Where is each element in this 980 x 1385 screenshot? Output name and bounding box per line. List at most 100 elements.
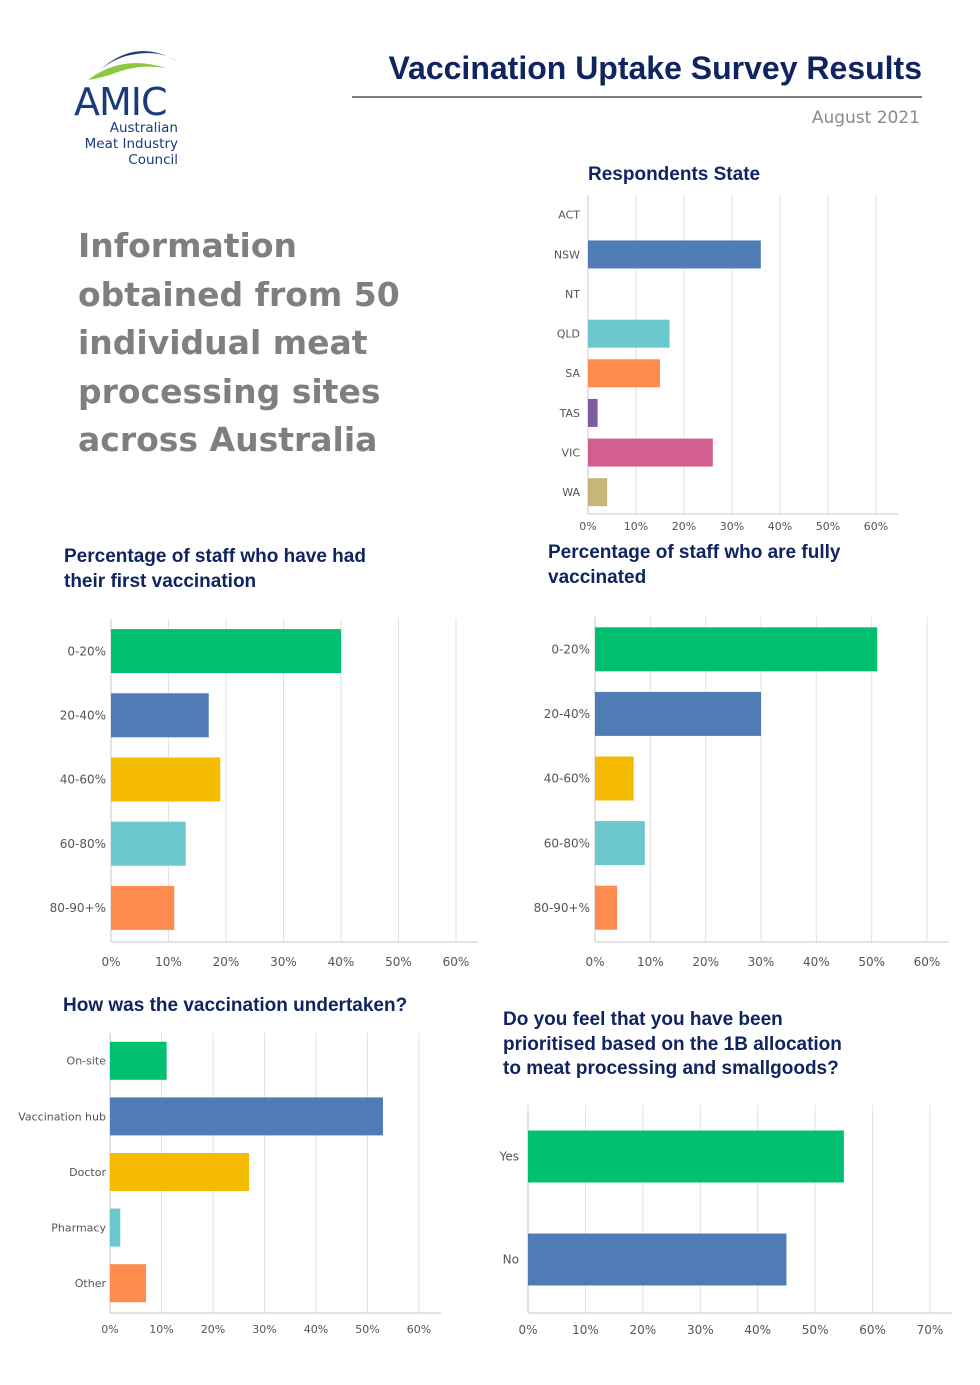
fully-vaccinated-category-label: 80-90+% [534, 901, 590, 915]
vaccination-method-bar [110, 1041, 167, 1080]
respondents-category-label: NSW [554, 248, 580, 261]
fully-vaccinated-chart-title: Percentage of staff who are fully vaccin… [548, 541, 840, 590]
respondents-bar [588, 319, 670, 348]
title-divider [352, 96, 922, 98]
fully-vaccinated-x-tick-label: 60% [914, 955, 941, 969]
first-vaccination-x-tick-label: 50% [385, 955, 412, 969]
respondents-category-label: WA [562, 486, 580, 499]
prioritised-title-line-3: to meat processing and smallgoods? [503, 1058, 839, 1079]
fully-vaccinated-x-tick-label: 10% [637, 955, 664, 969]
fully-vaccinated-category-label: 20-40% [544, 707, 590, 721]
vaccination-method-bar [110, 1097, 383, 1136]
logo-line-2: Meat Industry [84, 136, 178, 152]
first-vaccination-category-label: 40-60% [60, 773, 106, 787]
vaccination-method-bar [110, 1208, 121, 1247]
fully-vaccinated-x-tick-label: 50% [858, 955, 885, 969]
report-date: August 2021 [811, 108, 920, 128]
prioritised-title-line-1: Do you feel that you have been [503, 1009, 783, 1030]
fully-vaccinated-x-tick-label: 0% [585, 955, 604, 969]
first-vaccination-bar [111, 629, 341, 674]
fully-vaccinated-bar [595, 885, 618, 930]
respondents-x-tick-label: 20% [672, 520, 696, 533]
fully-vaccinated-bar [595, 756, 634, 801]
fully-vaccinated-x-tick-label: 40% [803, 955, 830, 969]
vaccination-method-x-tick-label: 30% [252, 1323, 276, 1336]
first-vaccination-x-tick-label: 40% [328, 955, 355, 969]
first-vaccination-x-tick-label: 30% [270, 955, 297, 969]
fully-vaccinated-x-tick-label: 30% [748, 955, 775, 969]
first-vaccination-bar [111, 885, 175, 930]
fully-vaccinated-x-tick-label: 20% [692, 955, 719, 969]
prioritised-category-label: Yes [499, 1150, 519, 1164]
respondents-category-label: NT [565, 288, 580, 301]
vaccination-method-bar [110, 1264, 147, 1303]
first-vaccination-bar [111, 693, 209, 738]
prioritised-x-tick-label: 50% [802, 1323, 829, 1337]
respondents-category-label: ACT [558, 209, 580, 222]
respondents-bar [588, 478, 608, 507]
respondents-bar [588, 240, 761, 269]
prioritised-x-tick-label: 40% [744, 1323, 771, 1337]
intro-line-4: processing sites [78, 371, 381, 411]
logo-wordmark: AMIC [74, 80, 168, 124]
respondents-bar [588, 359, 660, 388]
vaccination-method-x-tick-label: 0% [101, 1323, 118, 1336]
fully-vaccinated-category-label: 0-20% [551, 643, 590, 657]
prioritised-x-tick-label: 10% [572, 1323, 599, 1337]
first-vaccination-title-line-2: their first vaccination [64, 570, 257, 592]
vaccination-method-bar [110, 1153, 250, 1191]
respondents-bar [588, 398, 598, 427]
vaccination-method-category-label: Doctor [69, 1166, 106, 1179]
logo-line-3: Council [128, 152, 178, 168]
intro-text: Information obtained from 50 individual … [78, 222, 498, 465]
first-vaccination-chart-title: Percentage of staff who have had their f… [64, 545, 366, 594]
first-vaccination-x-tick-label: 0% [101, 955, 120, 969]
respondents-category-label: TAS [559, 407, 580, 420]
first-vaccination-category-label: 80-90+% [50, 901, 106, 915]
first-vaccination-category-label: 0-20% [67, 644, 106, 658]
vaccination-method-chart-title: How was the vaccination undertaken? [63, 994, 407, 1019]
respondents-chart-title: Respondents State [588, 163, 760, 188]
respondents-bar [588, 438, 713, 467]
respondents-title-text: Respondents State [588, 164, 761, 185]
vaccination-method-x-tick-label: 50% [355, 1323, 379, 1336]
prioritised-title-line-2: prioritised based on the 1B allocation [503, 1033, 842, 1055]
vaccination-method-category-label: On-site [67, 1055, 107, 1068]
respondents-x-tick-label: 10% [624, 520, 648, 533]
fully-vaccinated-bar [595, 691, 761, 736]
amic-logo: AMIC Australian Meat Industry Council [62, 34, 192, 174]
prioritised-x-tick-label: 60% [859, 1323, 886, 1337]
intro-line-3: individual meat [78, 323, 368, 362]
prioritised-chart-title: Do you feel that you have been prioritis… [503, 1008, 842, 1082]
vaccination-method-category-label: Vaccination hub [18, 1110, 106, 1123]
fully-vaccinated-title-line-2: vaccinated [548, 566, 647, 588]
page-title: Vaccination Uptake Survey Results [388, 50, 922, 86]
vaccination-method-x-tick-label: 40% [304, 1323, 328, 1336]
prioritised-x-tick-label: 20% [630, 1323, 657, 1337]
respondents-x-tick-label: 30% [720, 520, 744, 533]
respondents-category-label: QLD [557, 328, 580, 341]
prioritised-x-tick-label: 70% [917, 1323, 944, 1337]
fully-vaccinated-category-label: 40-60% [544, 772, 590, 786]
intro-line-5: across Australia [78, 420, 378, 459]
first-vaccination-category-label: 60-80% [60, 837, 106, 851]
prioritised-x-tick-label: 0% [518, 1323, 537, 1337]
vaccination-method-x-tick-label: 20% [201, 1323, 225, 1336]
first-vaccination-bar [111, 757, 221, 802]
vaccination-method-x-tick-label: 60% [407, 1323, 431, 1336]
prioritised-x-tick-label: 30% [687, 1323, 714, 1337]
first-vaccination-x-tick-label: 60% [443, 955, 470, 969]
logo-line-1: Australian [109, 120, 178, 136]
intro-line-2: obtained from 50 [78, 274, 400, 314]
respondents-category-label: VIC [562, 446, 581, 459]
first-vaccination-bar [111, 821, 186, 866]
vaccination-method-x-tick-label: 10% [149, 1323, 173, 1336]
logo-swoosh-icon [88, 51, 178, 80]
respondents-x-tick-label: 0% [579, 520, 596, 533]
vaccination-method-category-label: Pharmacy [51, 1221, 106, 1234]
intro-line-1: Information [78, 226, 297, 265]
